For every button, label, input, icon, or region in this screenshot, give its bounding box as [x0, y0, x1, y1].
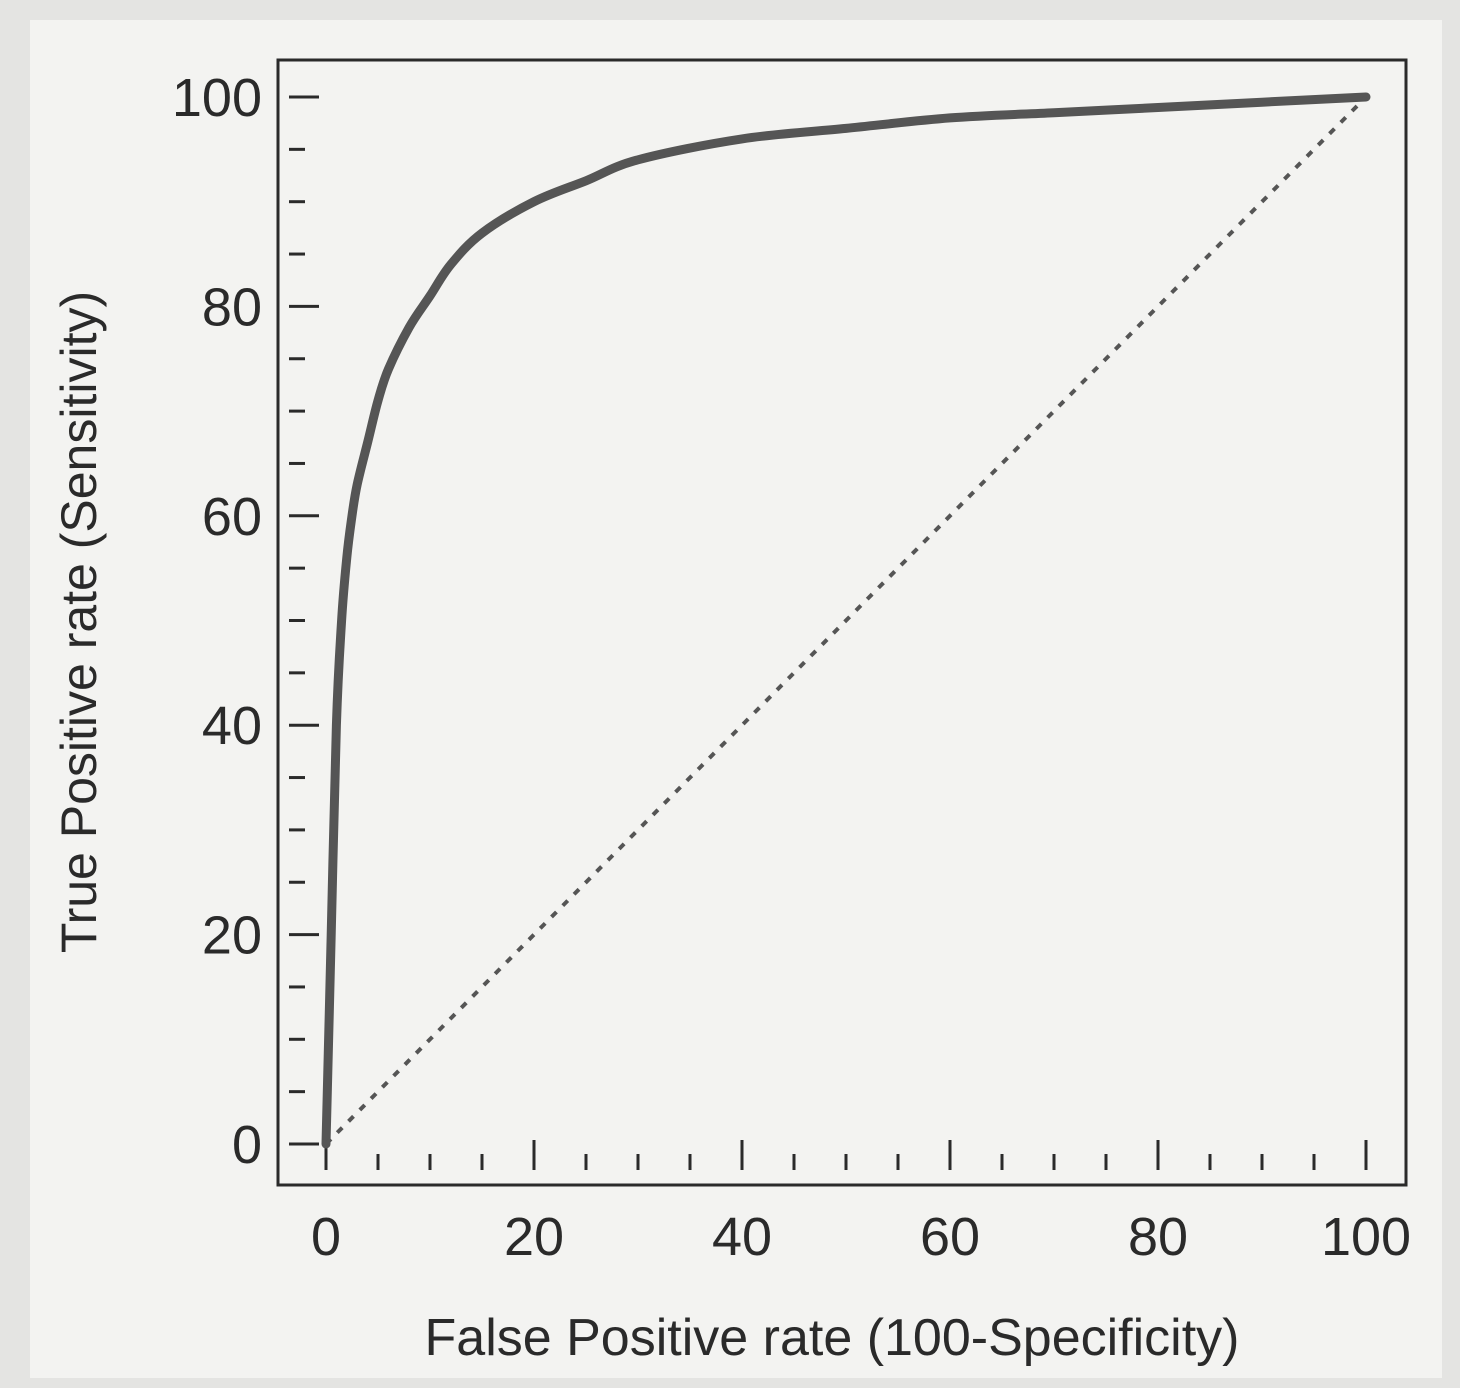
x-tick-label: 60: [920, 1207, 980, 1267]
y-axis-tick-labels: 0 20 40 60 80 100: [172, 68, 262, 1175]
y-axis-ticks: [289, 95, 319, 1146]
y-tick-label: 60: [202, 487, 262, 547]
x-tick-label: 0: [311, 1207, 341, 1267]
series-layer: [321, 92, 1371, 1149]
x-tick-label: 20: [504, 1207, 564, 1267]
x-tick-label: 40: [712, 1207, 772, 1267]
x-axis-label: False Positive rate (100-Specificity): [425, 1309, 1240, 1367]
y-tick-label: 80: [202, 277, 262, 337]
y-tick-label: 40: [202, 696, 262, 756]
x-axis-ticks: [324, 1140, 1368, 1170]
roc-curve-line: [321, 92, 1371, 1149]
y-tick-label: 100: [172, 68, 262, 128]
y-axis-label: True Positive rate (Sensitivity): [51, 291, 107, 953]
x-axis-tick-labels: 0 20 40 60 80 100: [311, 1207, 1411, 1267]
y-tick-label: 20: [202, 906, 262, 966]
y-tick-label: 0: [232, 1115, 262, 1175]
x-tick-label: 100: [1321, 1207, 1411, 1267]
plot-frame: [276, 58, 1408, 1187]
paper-background: [30, 20, 1442, 1378]
x-tick-label: 80: [1128, 1207, 1188, 1267]
reference-diagonal-line: [324, 95, 1368, 1146]
